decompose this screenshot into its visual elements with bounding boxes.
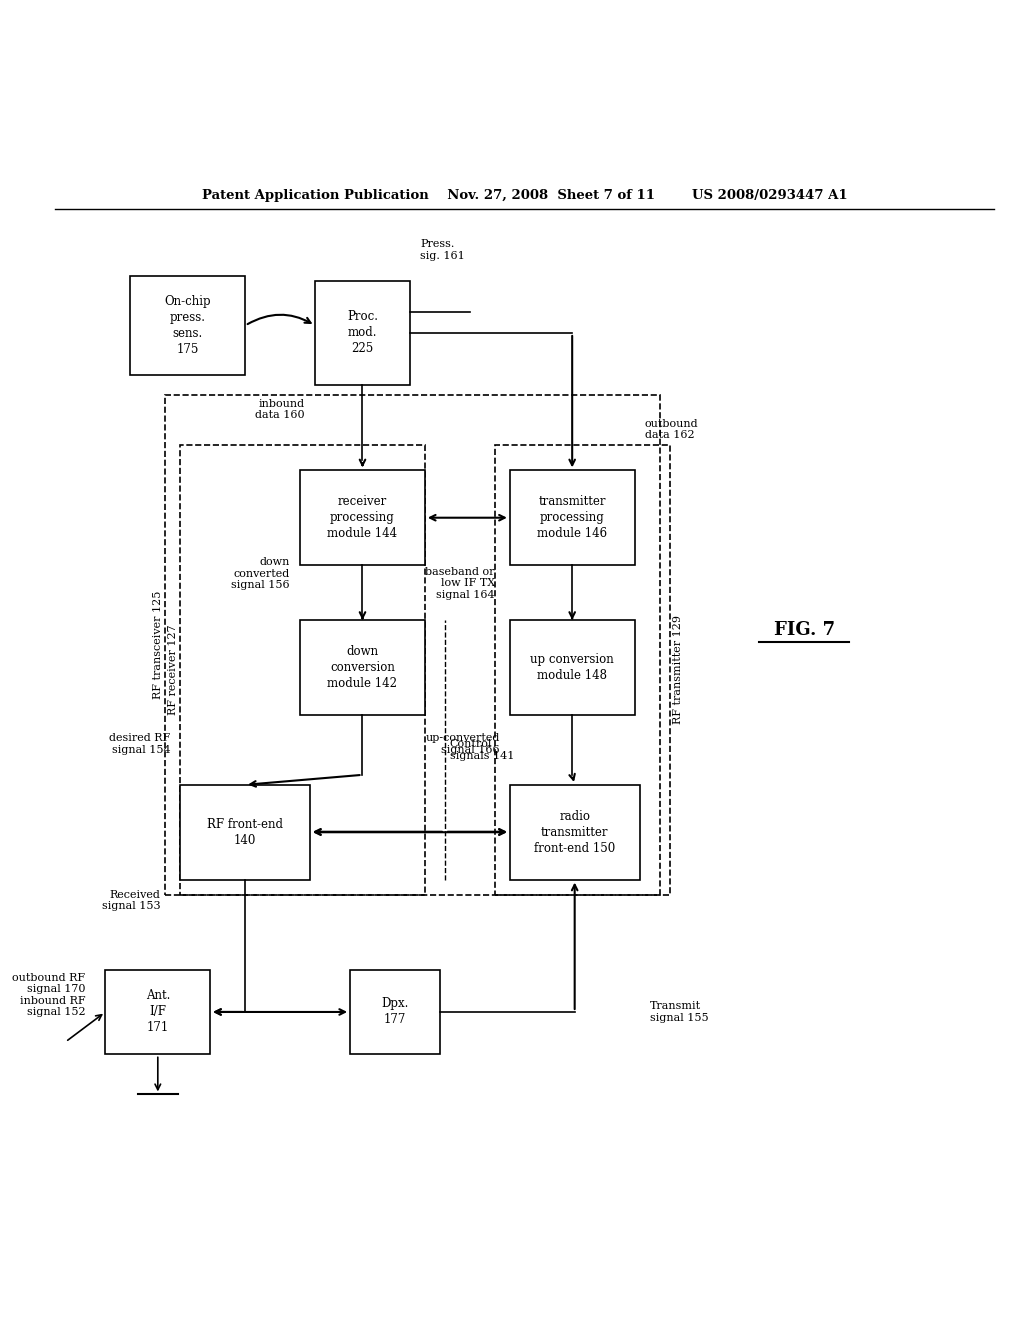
Text: Press.
sig. 161: Press. sig. 161	[420, 239, 465, 260]
Text: Transmit
signal 155: Transmit signal 155	[649, 1001, 709, 1023]
Text: Proc.
mod.
225: Proc. mod. 225	[347, 310, 378, 355]
FancyBboxPatch shape	[315, 281, 410, 385]
FancyBboxPatch shape	[180, 785, 310, 879]
Text: down
conversion
module 142: down conversion module 142	[328, 645, 397, 690]
Text: up-converted
signal 166: up-converted signal 166	[425, 733, 500, 755]
FancyBboxPatch shape	[350, 969, 440, 1055]
Text: FIG. 7: FIG. 7	[774, 620, 835, 639]
Text: Control
signals 141: Control signals 141	[450, 739, 514, 760]
Text: receiver
processing
module 144: receiver processing module 144	[328, 495, 397, 540]
FancyBboxPatch shape	[300, 620, 425, 715]
Text: radio
transmitter
front-end 150: radio transmitter front-end 150	[535, 809, 615, 855]
Text: desired RF
signal 154: desired RF signal 154	[109, 733, 170, 755]
Text: down
converted
signal 156: down converted signal 156	[231, 557, 290, 590]
Text: baseband or
low IF TX
signal 164: baseband or low IF TX signal 164	[425, 566, 495, 601]
Text: Patent Application Publication    Nov. 27, 2008  Sheet 7 of 11        US 2008/02: Patent Application Publication Nov. 27, …	[202, 189, 848, 202]
Text: outbound
data 162: outbound data 162	[644, 418, 698, 441]
FancyBboxPatch shape	[105, 969, 210, 1055]
Text: Ant.
I/F
171: Ant. I/F 171	[145, 990, 170, 1035]
FancyBboxPatch shape	[510, 470, 635, 565]
Text: up conversion
module 148: up conversion module 148	[530, 653, 614, 682]
Text: inbound
data 160: inbound data 160	[255, 399, 305, 420]
Text: RF transmitter 129: RF transmitter 129	[673, 615, 683, 725]
Text: RF front-end
140: RF front-end 140	[207, 817, 284, 846]
Text: outbound RF
signal 170
inbound RF
signal 152: outbound RF signal 170 inbound RF signal…	[12, 973, 85, 1018]
FancyBboxPatch shape	[300, 470, 425, 565]
FancyBboxPatch shape	[510, 620, 635, 715]
FancyBboxPatch shape	[510, 785, 640, 879]
Text: On-chip
press.
sens.
175: On-chip press. sens. 175	[165, 294, 211, 356]
Text: Received
signal 153: Received signal 153	[101, 890, 161, 911]
Text: RF receiver 127: RF receiver 127	[168, 624, 178, 715]
FancyBboxPatch shape	[130, 276, 245, 375]
Text: transmitter
processing
module 146: transmitter processing module 146	[538, 495, 607, 540]
Text: RF transceiver 125: RF transceiver 125	[154, 591, 163, 700]
Text: Dpx.
177: Dpx. 177	[381, 998, 409, 1027]
